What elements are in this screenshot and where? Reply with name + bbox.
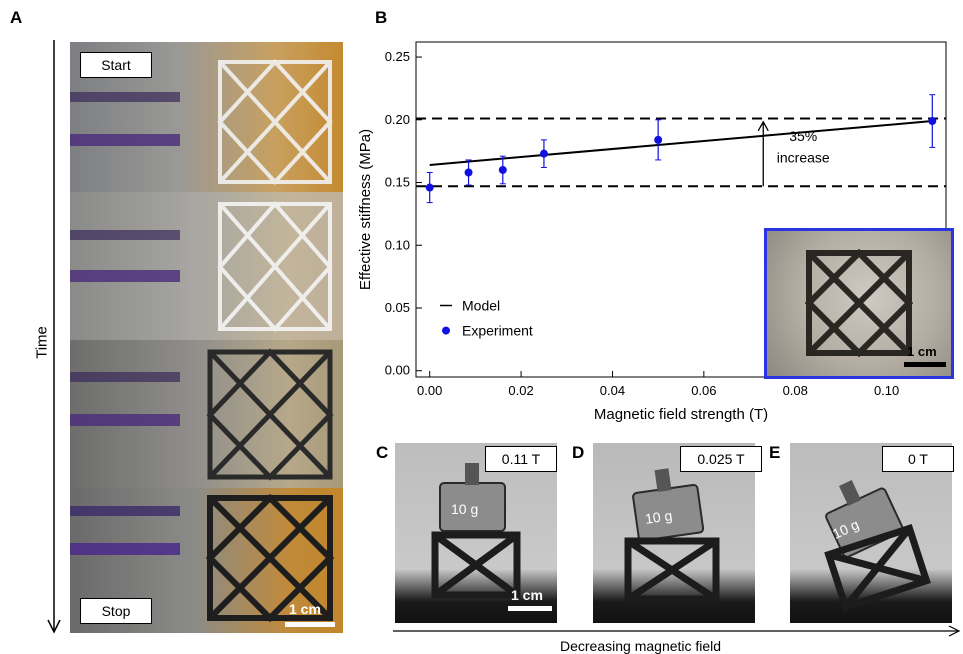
lattice-dark-icon [804,248,914,358]
experiment-point [498,165,507,174]
lattice-clear-icon [70,59,333,185]
panel-label-a: A [10,8,23,27]
x-tick-label: 0.10 [874,383,899,398]
y-axis-label: Effective stiffness (MPa) [357,129,374,290]
field-label-d: 0.025 T [680,446,762,472]
weight-on-lattice-icon [824,480,931,612]
y-tick-label: 0.25 [385,49,410,64]
lattice-dark-icon [70,493,335,623]
stiffness-chart-svg: 0.00 0.02 0.04 0.06 0.08 0.10 0.00 0.05 0.10 0.15… [357,41,947,423]
y-tick-label: 0.10 [385,237,410,252]
experiment-point [539,149,548,158]
x-tick-label: 0.02 [508,383,533,398]
panel-label-c: C [376,443,389,462]
scale-bar-c [508,606,552,611]
weight-on-lattice-icon [431,463,521,599]
inset-photo: 1 cm [764,228,954,379]
stiffness-chart: 0.00 0.02 0.04 0.06 0.08 0.10 0.00 0.05 0.10 0.15… [340,30,960,425]
scale-label-a: 1 cm [289,601,321,617]
model-line [429,120,933,166]
decreasing-field-arrow [393,625,961,637]
inset-scale-bar [904,362,946,367]
experiment-point [654,135,663,144]
x-tick-label: 0.04 [600,383,625,398]
weight-on-lattice-icon [624,468,720,603]
y-tick-label: 0.00 [385,363,410,378]
time-arrow [47,40,61,634]
increase-annotation-line2: increase [777,149,830,165]
experiment-point [425,183,434,192]
plot-frame [415,41,947,378]
panel-label-d: D [572,443,585,462]
start-label: Start [80,52,152,78]
field-label-e: 0 T [882,446,954,472]
scale-label-c: 1 cm [511,587,543,603]
experiment-point [928,117,937,126]
scale-bar-a [285,622,335,627]
lattice-partial-icon [70,348,334,481]
decreasing-field-label: Decreasing magnetic field [560,638,722,654]
field-label-c: 0.11 T [485,446,557,472]
photo-frame-3 [70,340,343,488]
photo-frame-2 [70,192,343,340]
inset-scale-label: 1 cm [907,344,937,359]
x-tick-label: 0.06 [691,383,716,398]
increase-arrowhead [757,120,769,132]
weight-label-c: 10 g [451,501,479,517]
x-tick-label: 0.08 [783,383,808,398]
increase-annotation-line1: 35% [789,128,817,144]
y-tick-label: 0.20 [385,112,410,127]
y-tick-label: 0.05 [385,300,410,315]
photo-e: 10 g [790,443,952,623]
legend-experiment-label: Experiment [462,323,533,339]
y-tick-label: 0.15 [385,175,410,190]
photo-c: 10 g 1 cm [395,443,557,623]
legend-experiment-swatch [442,326,450,335]
x-axis-label: Magnetic field strength (T) [594,406,768,423]
legend-model-label: Model [462,298,500,314]
time-axis-label: Time [33,326,51,359]
lattice-clear-icon [70,200,333,333]
experiment-point [464,168,473,177]
x-tick-label: 0.00 [417,383,442,398]
panel-label-b: B [375,8,388,27]
panel-label-e: E [769,443,781,462]
photo-d: 10 g [593,443,755,623]
stop-label: Stop [80,598,152,624]
